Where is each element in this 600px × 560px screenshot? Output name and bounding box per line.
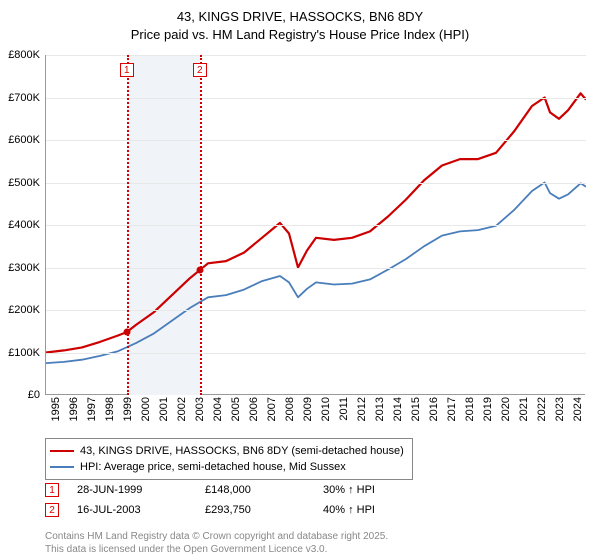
- x-tick-label: 2010: [320, 397, 332, 421]
- x-tick-label: 2005: [230, 397, 242, 421]
- sale-point: [123, 329, 130, 336]
- y-tick-label: £200K: [0, 304, 40, 316]
- legend-row: HPI: Average price, semi-detached house,…: [50, 459, 404, 475]
- sale-price: £293,750: [205, 504, 305, 516]
- plot: 1995199619971998199920002001200220032004…: [45, 55, 585, 395]
- y-tick-label: £800K: [0, 49, 40, 61]
- y-tick-label: £400K: [0, 219, 40, 231]
- x-tick-label: 2018: [464, 397, 476, 421]
- sale-date: 28-JUN-1999: [77, 484, 187, 496]
- x-tick-label: 2024: [572, 397, 584, 421]
- sale-date: 16-JUL-2003: [77, 504, 187, 516]
- legend-label: HPI: Average price, semi-detached house,…: [80, 461, 346, 473]
- x-tick-label: 2001: [158, 397, 170, 421]
- sale-vline: [200, 55, 202, 395]
- x-tick-label: 1999: [122, 397, 134, 421]
- x-tick-label: 1996: [68, 397, 80, 421]
- x-tick-label: 2020: [500, 397, 512, 421]
- legend: 43, KINGS DRIVE, HASSOCKS, BN6 8DY (semi…: [45, 438, 413, 480]
- x-tick-label: 2014: [392, 397, 404, 421]
- title-line1: 43, KINGS DRIVE, HASSOCKS, BN6 8DY: [177, 9, 423, 24]
- footer: Contains HM Land Registry data © Crown c…: [45, 531, 388, 556]
- legend-row: 43, KINGS DRIVE, HASSOCKS, BN6 8DY (semi…: [50, 443, 404, 459]
- title-line2: Price paid vs. HM Land Registry's House …: [131, 27, 469, 42]
- sale-marker-box: 2: [193, 63, 207, 77]
- y-tick-label: £600K: [0, 134, 40, 146]
- x-tick-label: 2011: [338, 397, 350, 421]
- x-tick-label: 1997: [86, 397, 98, 421]
- legend-swatch: [50, 450, 74, 452]
- x-tick-label: 2023: [554, 397, 566, 421]
- x-tick-label: 2016: [428, 397, 440, 421]
- sale-vline: [127, 55, 129, 395]
- x-tick-label: 1998: [104, 397, 116, 421]
- x-tick-label: 2019: [482, 397, 494, 421]
- plot-area: 1995199619971998199920002001200220032004…: [45, 55, 585, 395]
- sale-point: [196, 267, 203, 274]
- sale-marker-box: 1: [45, 483, 59, 497]
- sale-delta: 40% ↑ HPI: [323, 504, 375, 516]
- x-tick-label: 2004: [212, 397, 224, 421]
- chart-container: 43, KINGS DRIVE, HASSOCKS, BN6 8DY Price…: [0, 0, 600, 560]
- chart-title: 43, KINGS DRIVE, HASSOCKS, BN6 8DY Price…: [0, 0, 600, 43]
- y-tick-label: £100K: [0, 347, 40, 359]
- footer-line2: This data is licensed under the Open Gov…: [45, 544, 327, 555]
- x-tick-label: 2021: [518, 397, 530, 421]
- legend-swatch: [50, 466, 74, 468]
- sale-row: 2 16-JUL-2003 £293,750 40% ↑ HPI: [45, 500, 585, 520]
- sale-marker-box: 1: [120, 63, 134, 77]
- footer-line1: Contains HM Land Registry data © Crown c…: [45, 531, 388, 542]
- x-tick-label: 2003: [194, 397, 206, 421]
- x-tick-label: 2017: [446, 397, 458, 421]
- x-tick-label: 2002: [176, 397, 188, 421]
- x-tick-label: 2000: [140, 397, 152, 421]
- legend-label: 43, KINGS DRIVE, HASSOCKS, BN6 8DY (semi…: [80, 445, 404, 457]
- x-tick-label: 2015: [410, 397, 422, 421]
- x-tick-label: 1995: [50, 397, 62, 421]
- x-tick-label: 2008: [284, 397, 296, 421]
- sale-marker-box: 2: [45, 503, 59, 517]
- sales-table: 1 28-JUN-1999 £148,000 30% ↑ HPI 2 16-JU…: [45, 480, 585, 520]
- sale-price: £148,000: [205, 484, 305, 496]
- sale-row: 1 28-JUN-1999 £148,000 30% ↑ HPI: [45, 480, 585, 500]
- y-tick-label: £300K: [0, 262, 40, 274]
- sale-delta: 30% ↑ HPI: [323, 484, 375, 496]
- x-tick-label: 2022: [536, 397, 548, 421]
- y-tick-label: £0: [0, 389, 40, 401]
- x-tick-label: 2006: [248, 397, 260, 421]
- y-tick-label: £700K: [0, 92, 40, 104]
- x-tick-label: 2007: [266, 397, 278, 421]
- x-tick-label: 2009: [302, 397, 314, 421]
- y-tick-label: £500K: [0, 177, 40, 189]
- x-tick-label: 2012: [356, 397, 368, 421]
- x-tick-label: 2013: [374, 397, 386, 421]
